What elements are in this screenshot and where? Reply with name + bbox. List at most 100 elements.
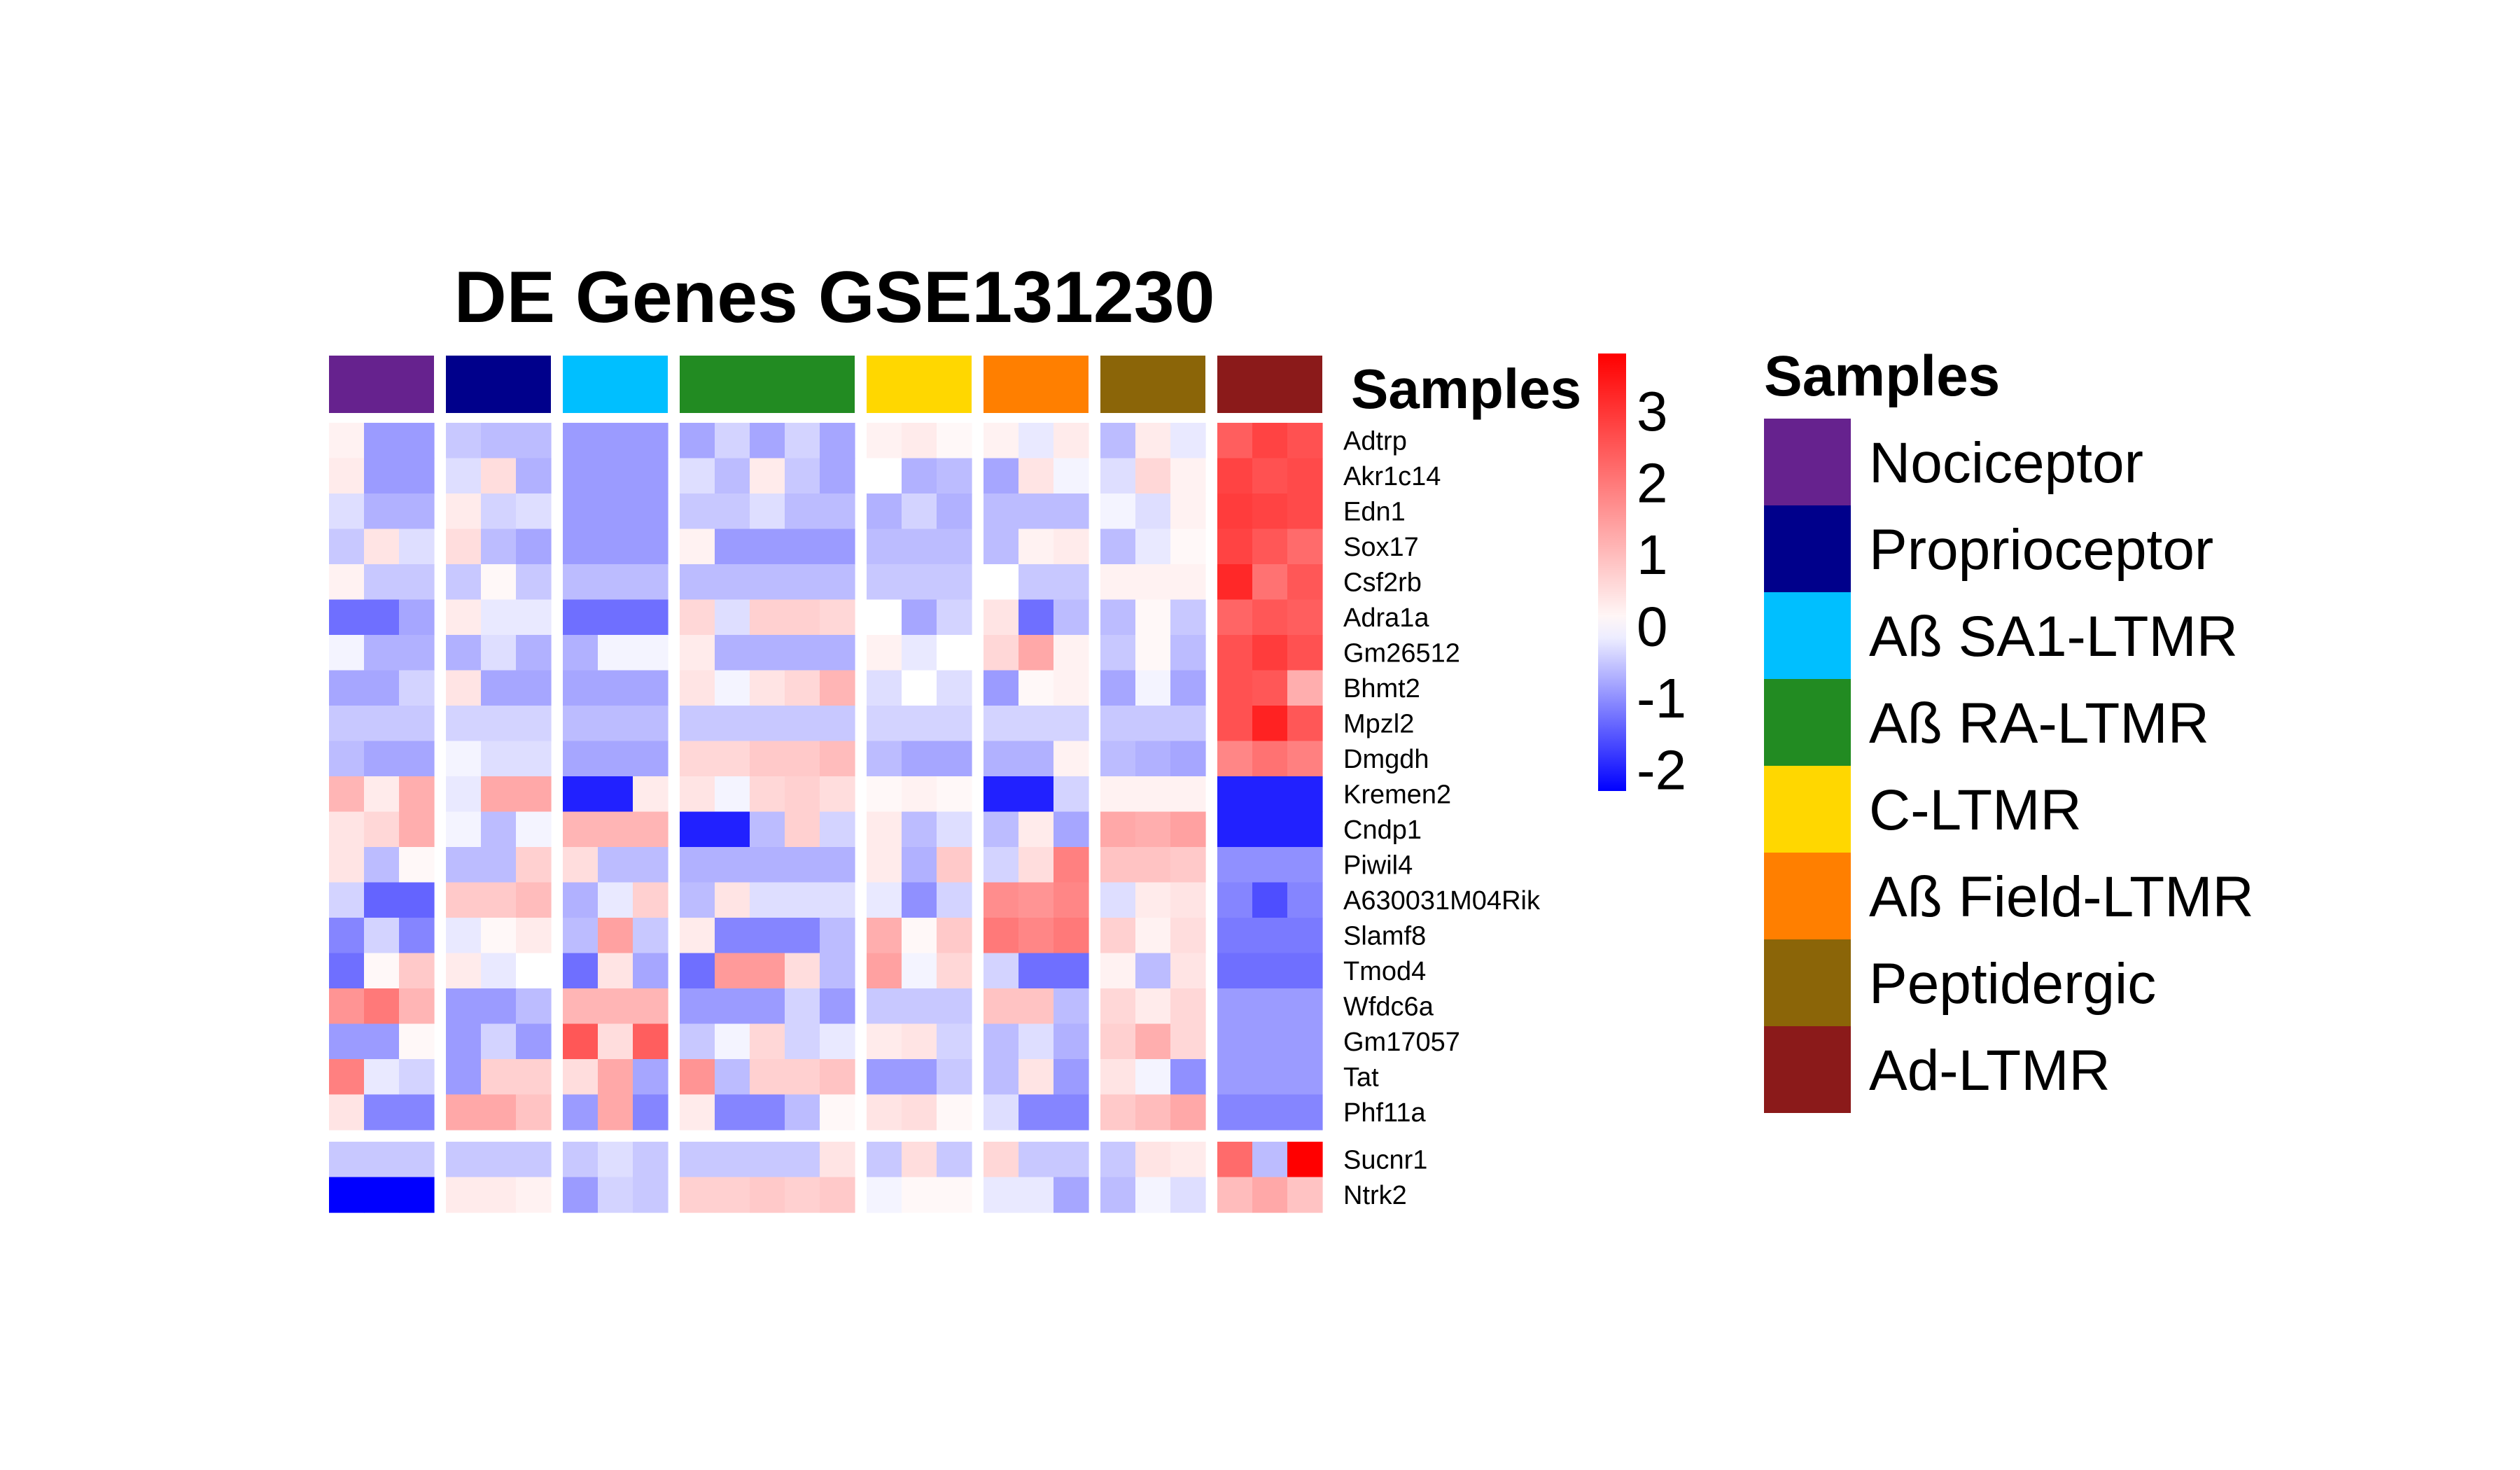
heatmap-cell <box>399 564 435 601</box>
heatmap-cell <box>937 1177 972 1213</box>
heatmap-cell <box>1287 847 1323 883</box>
heatmap-cell <box>364 741 400 777</box>
heatmap-cell <box>902 811 937 848</box>
annotation-block-proprioceptor <box>446 356 551 413</box>
heatmap-cell <box>1252 776 1288 813</box>
heatmap-cell <box>785 635 820 671</box>
heatmap-cell <box>1217 811 1253 848</box>
heatmap-cell <box>598 458 634 494</box>
heatmap-cell <box>1054 741 1089 777</box>
heatmap-cell <box>1252 1059 1288 1096</box>
heatmap-cell <box>481 988 517 1025</box>
heatmap-cell <box>1170 882 1206 918</box>
heatmap-cell <box>364 458 400 494</box>
heatmap-cell <box>1135 1177 1171 1213</box>
heatmap-cell <box>1170 847 1206 883</box>
heatmap-cell <box>680 1177 715 1213</box>
heatmap-cell <box>598 988 634 1025</box>
legend-swatch-ass-sa1-ltmr <box>1764 592 1851 679</box>
heatmap-cell <box>364 599 400 636</box>
heatmap-cell <box>1252 528 1288 565</box>
heatmap-cell <box>364 882 400 918</box>
heatmap-cell <box>937 811 972 848</box>
heatmap-cell <box>563 493 598 530</box>
heatmap-cell <box>715 1142 750 1178</box>
heatmap-cell <box>680 670 715 706</box>
heatmap-cell <box>680 776 715 813</box>
heatmap-cell <box>750 493 785 530</box>
heatmap-cell <box>399 741 435 777</box>
heatmap-cell <box>820 953 855 989</box>
heatmap-cell <box>1217 882 1253 918</box>
heatmap-cell <box>715 1177 750 1213</box>
heatmap-cell <box>1100 1094 1136 1130</box>
heatmap-cell <box>750 564 785 601</box>
heatmap-cell <box>563 706 598 742</box>
heatmap-cell <box>1135 882 1171 918</box>
heatmap-cell <box>1217 458 1253 494</box>
color-scale-tick-label: 2 <box>1637 451 1668 514</box>
heatmap-cell <box>983 670 1019 706</box>
heatmap-cell <box>516 1094 552 1130</box>
heatmap-cell <box>680 423 715 459</box>
heatmap-cell <box>867 423 902 459</box>
heatmap-cell <box>1217 741 1253 777</box>
heatmap-cell <box>785 1059 820 1096</box>
heatmap-cell <box>983 635 1019 671</box>
heatmap-cell <box>867 528 902 565</box>
heatmap-cell <box>785 776 820 813</box>
heatmap-cell <box>750 458 785 494</box>
heatmap-cell <box>1018 918 1054 954</box>
heatmap-cell <box>481 670 517 706</box>
heatmap-cell <box>1100 493 1136 530</box>
gene-label: Akr1c14 <box>1343 462 1441 491</box>
heatmap-cell <box>598 423 634 459</box>
gene-label: Gm26512 <box>1343 638 1460 668</box>
heatmap-cell <box>902 776 937 813</box>
heatmap-cell <box>1135 423 1171 459</box>
heatmap-cell <box>785 493 820 530</box>
heatmap-cell <box>598 670 634 706</box>
heatmap-cell <box>1170 670 1206 706</box>
heatmap-cell <box>715 458 750 494</box>
heatmap-cell <box>715 741 750 777</box>
heatmap-cell <box>516 847 552 883</box>
heatmap-cell <box>1170 988 1206 1025</box>
heatmap-cell <box>715 811 750 848</box>
heatmap-cell <box>867 564 902 601</box>
color-scale-tick-label: 1 <box>1637 524 1668 586</box>
heatmap-cell <box>820 882 855 918</box>
heatmap-cell <box>446 988 482 1025</box>
heatmap-cells <box>329 423 1323 1213</box>
heatmap-cell <box>983 1142 1019 1178</box>
heatmap-cell <box>983 1059 1019 1096</box>
heatmap-cell <box>1217 528 1253 565</box>
heatmap-cell <box>750 706 785 742</box>
heatmap-cell <box>785 882 820 918</box>
heatmap-cell <box>785 988 820 1025</box>
heatmap-cell <box>867 1177 902 1213</box>
heatmap-cell <box>902 670 937 706</box>
annotation-block-ass-sa1-ltmr <box>563 356 668 413</box>
heatmap-cell <box>785 1094 820 1130</box>
heatmap-cell <box>481 1142 517 1178</box>
samples-legend: Nociceptor Proprioceptor Aß SA1-LTMR Aß RA-… <box>1764 419 2254 1113</box>
heatmap-cell <box>902 599 937 636</box>
heatmap-cell <box>446 1177 482 1213</box>
heatmap-cell <box>715 1094 750 1130</box>
heatmap-cell <box>715 706 750 742</box>
annotation-block-c-ltmr <box>867 356 972 413</box>
heatmap-cell <box>1135 458 1171 494</box>
heatmap-cell <box>1252 882 1288 918</box>
heatmap-cell <box>633 528 668 565</box>
heatmap-cell <box>1100 599 1136 636</box>
heatmap-cell <box>820 1059 855 1096</box>
heatmap-cell <box>867 1059 902 1096</box>
annotation-title: Samples <box>1351 358 1581 420</box>
heatmap-cell <box>1100 423 1136 459</box>
heatmap-cell <box>867 847 902 883</box>
heatmap-cell <box>1287 1094 1323 1130</box>
heatmap-cell <box>1135 847 1171 883</box>
heatmap-cell <box>1100 776 1136 813</box>
